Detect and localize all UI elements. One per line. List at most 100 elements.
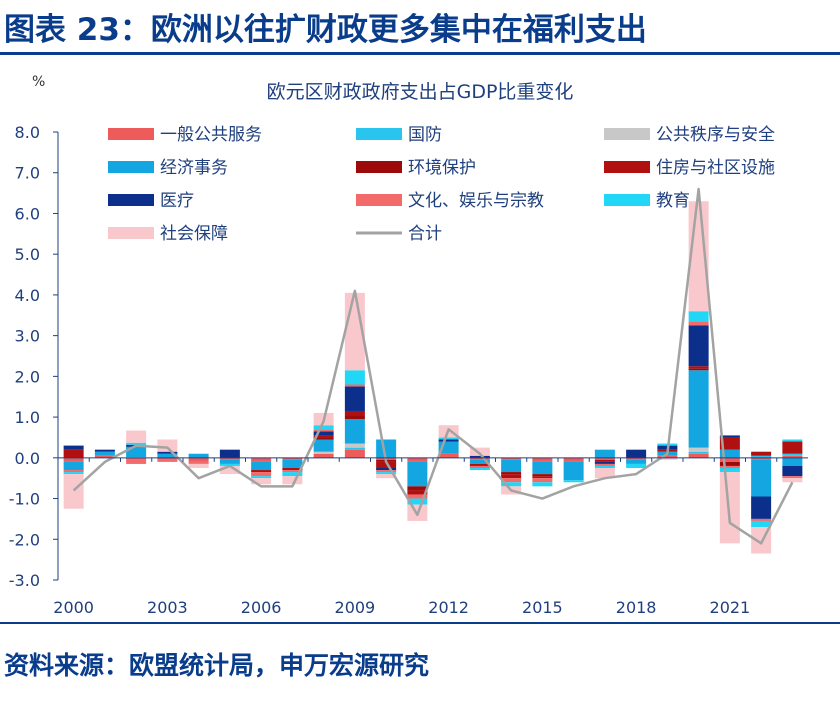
bar-segment-social bbox=[126, 430, 147, 443]
y-tick-label: 5.0 bbox=[15, 245, 40, 264]
figure-title: 图表 23：欧洲以往扩财政更多集中在福利支出 bbox=[4, 12, 647, 48]
bar-segment-culture bbox=[126, 459, 147, 464]
bar-stack-2006 bbox=[251, 457, 272, 485]
bar-segment-general_public bbox=[94, 455, 115, 458]
bar-segment-public_order bbox=[688, 447, 709, 452]
header-divider bbox=[0, 52, 840, 55]
bar-segment-economic bbox=[188, 453, 209, 458]
bar-stack-2008 bbox=[313, 413, 334, 458]
x-tick-label: 2018 bbox=[616, 598, 657, 617]
bar-stack-2001 bbox=[94, 449, 115, 458]
bar-segment-social bbox=[251, 478, 272, 485]
bar-segment-housing bbox=[282, 468, 303, 471]
bar-segment-general_public bbox=[251, 457, 272, 462]
bar-segment-health bbox=[469, 455, 490, 458]
legend-item-health: 医疗 bbox=[108, 191, 194, 211]
chart-title: 欧元区财政政府支出占GDP比重变化 bbox=[267, 81, 574, 103]
legend-label: 合计 bbox=[408, 224, 442, 244]
bar-segment-housing bbox=[532, 476, 553, 479]
bar-segment-education bbox=[751, 520, 772, 528]
y-axis-unit: % bbox=[32, 74, 45, 90]
bar-segment-economic bbox=[782, 457, 803, 466]
legend-swatch bbox=[356, 161, 402, 173]
legend-swatch bbox=[356, 128, 402, 140]
legend-item-general_public: 一般公共服务 bbox=[108, 125, 262, 145]
bar-segment-economic bbox=[251, 461, 272, 471]
bar-segment-culture bbox=[688, 321, 709, 326]
y-tick-label: -1.0 bbox=[9, 490, 40, 509]
bar-segment-general_public bbox=[501, 457, 522, 460]
legend-item-social: 社会保障 bbox=[108, 224, 228, 244]
bar-segment-health bbox=[438, 439, 459, 442]
x-tick-label: 2003 bbox=[147, 598, 188, 617]
bar-segment-general_public bbox=[188, 457, 209, 462]
legend-swatch bbox=[108, 128, 154, 140]
legend-item-culture: 文化、娱乐与宗教 bbox=[356, 191, 544, 211]
bar-segment-housing bbox=[782, 441, 803, 454]
bar-segment-education bbox=[251, 476, 272, 479]
bar-stack-2013 bbox=[469, 447, 490, 471]
bar-segment-housing bbox=[313, 435, 334, 438]
bar-segment-housing bbox=[376, 461, 397, 468]
bar-segment-general_public bbox=[563, 457, 584, 462]
bar-segment-housing bbox=[751, 451, 772, 456]
bar-segment-environment bbox=[407, 486, 428, 491]
bar-segment-health bbox=[626, 449, 647, 458]
bar-segment-social bbox=[594, 468, 615, 479]
bar-segment-education bbox=[469, 468, 490, 471]
bar-segment-health bbox=[376, 468, 397, 471]
bar-segment-culture bbox=[501, 478, 522, 483]
bar-segment-defense bbox=[344, 447, 365, 450]
bar-segment-housing bbox=[63, 449, 84, 458]
legend-label: 医疗 bbox=[160, 191, 194, 211]
legend-swatch bbox=[604, 161, 650, 173]
legend-label: 环境保护 bbox=[408, 158, 476, 178]
bar-segment-general_public bbox=[751, 457, 772, 460]
bar-segment-education bbox=[344, 370, 365, 385]
bar-segment-culture bbox=[469, 465, 490, 468]
total-line-layer bbox=[72, 187, 794, 545]
x-tick-label: 2012 bbox=[428, 598, 469, 617]
legend-item-education: 教育 bbox=[604, 191, 690, 211]
bar-segment-housing bbox=[469, 463, 490, 466]
y-axis: 8.0 7.0 6.0 5.0 4.0 3.0 2.0 1.0 0.0 -1.0 -2.0 -3.0 bbox=[9, 123, 59, 590]
y-tick-label: 0.0 bbox=[15, 449, 40, 468]
bar-segment-housing bbox=[719, 437, 740, 450]
y-tick-label: 3.0 bbox=[15, 327, 40, 346]
legend-label: 经济事务 bbox=[160, 158, 228, 178]
bar-segment-economic bbox=[157, 453, 178, 458]
bar-segment-economic bbox=[94, 451, 115, 456]
bar-stack-2007 bbox=[282, 457, 303, 485]
bar-segment-economic bbox=[532, 461, 553, 475]
bar-segment-culture bbox=[532, 478, 553, 483]
legend-label: 文化、娱乐与宗教 bbox=[408, 191, 544, 211]
report-footer: 资料来源：欧盟统计局，申万宏源研究 bbox=[0, 618, 840, 704]
y-tick-label: 1.0 bbox=[15, 408, 40, 427]
bar-segment-general_public bbox=[219, 457, 240, 460]
bar-segment-economic bbox=[344, 419, 365, 444]
y-tick-label: -2.0 bbox=[9, 530, 40, 549]
bar-segment-culture bbox=[594, 463, 615, 466]
bar-segment-culture bbox=[282, 470, 303, 473]
bar-segment-social bbox=[63, 474, 84, 509]
bar-stack-2003 bbox=[157, 439, 178, 462]
source-note: 资料来源：欧盟统计局，申万宏源研究 bbox=[4, 651, 430, 680]
legend-swatch bbox=[356, 194, 402, 206]
x-tick-label: 2006 bbox=[241, 598, 282, 617]
bar-segment-health bbox=[688, 325, 709, 367]
bar-segment-health bbox=[63, 445, 84, 450]
total-line bbox=[72, 187, 794, 545]
footer-divider bbox=[0, 622, 840, 624]
bar-segment-economic bbox=[688, 370, 709, 448]
stacked-bar-chart: 欧元区财政政府支出占GDP比重变化 % 8.0 7.0 6.0 5.0 4.0 3.0 2.… bbox=[9, 74, 808, 617]
legend-label: 社会保障 bbox=[160, 224, 228, 244]
bar-segment-education bbox=[376, 472, 397, 475]
bar-segment-public_order bbox=[313, 451, 334, 454]
bar-segment-housing bbox=[594, 459, 615, 462]
bar-segment-social bbox=[469, 447, 490, 456]
legend-swatch bbox=[108, 194, 154, 206]
bar-segment-education bbox=[407, 498, 428, 505]
bar-segment-general_public bbox=[469, 457, 490, 460]
bar-segment-culture bbox=[344, 384, 365, 387]
bar-segment-defense bbox=[688, 451, 709, 454]
